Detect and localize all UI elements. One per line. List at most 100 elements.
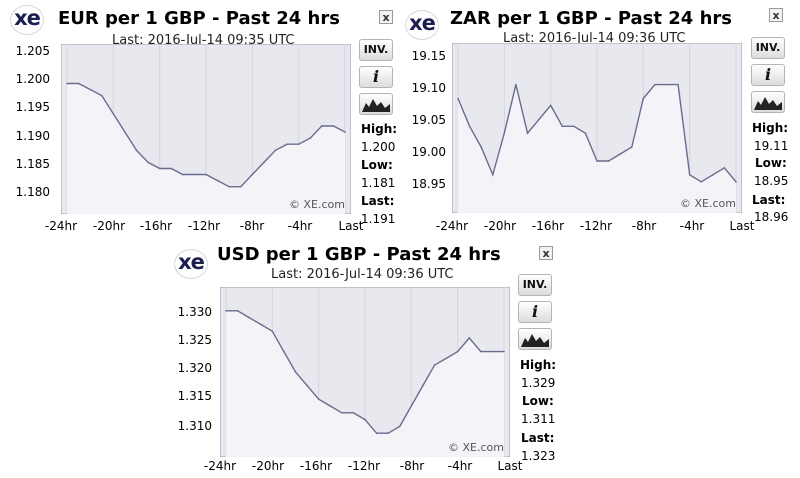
x-tick-label: -8hr	[239, 219, 265, 233]
close-icon[interactable]: x	[379, 10, 393, 24]
close-icon[interactable]: x	[539, 246, 553, 260]
data-point	[205, 173, 207, 176]
data-point	[410, 405, 413, 407]
high-value: 1.329	[521, 376, 556, 390]
exchange-rate-plot[interactable]: © XE.com	[452, 43, 742, 213]
low-value: 18.95	[754, 174, 789, 188]
data-point	[561, 125, 564, 128]
y-tick-label: 19.15	[411, 49, 446, 63]
x-tick-label: -20hr	[251, 459, 285, 473]
data-point	[251, 173, 254, 176]
close-icon[interactable]: x	[769, 8, 783, 22]
x-tick-label: -12hr	[579, 219, 613, 233]
x-tick-label: -16hr	[531, 219, 565, 233]
x-tick-label: Last	[338, 219, 364, 233]
low-label: Low:	[522, 394, 554, 408]
mountain-chart-icon[interactable]	[359, 93, 393, 115]
y-tick-label: 19.05	[411, 113, 446, 127]
data-point	[66, 82, 68, 85]
data-point	[182, 173, 184, 176]
data-point	[112, 113, 115, 115]
data-point	[225, 310, 227, 312]
data-point	[341, 412, 343, 414]
data-point	[236, 310, 239, 312]
data-point	[445, 357, 447, 360]
data-point	[344, 131, 346, 133]
data-point	[216, 179, 219, 182]
data-point	[263, 161, 265, 164]
x-tick-label: -8hr	[399, 459, 425, 473]
inverse-button[interactable]: INV.	[359, 39, 393, 61]
data-point	[526, 132, 529, 135]
data-point	[364, 418, 366, 421]
data-point	[332, 125, 335, 127]
data-point	[630, 146, 633, 148]
x-tick-label: -12hr	[187, 219, 221, 233]
data-point	[549, 104, 552, 107]
data-point	[193, 173, 196, 176]
area-fill	[458, 84, 736, 213]
exchange-rate-plot[interactable]: © XE.com	[61, 44, 351, 214]
last-updated: Last: 2016-Jul-14 09:36 UTC	[503, 31, 686, 46]
data-point	[259, 323, 262, 326]
mountain-chart-icon[interactable]	[751, 91, 785, 113]
data-point	[491, 350, 494, 353]
info-icon[interactable]: i	[518, 301, 552, 323]
x-tick-label: -4hr	[679, 219, 705, 233]
x-tick-label: -24hr	[44, 219, 78, 233]
data-point	[457, 97, 459, 100]
x-tick-label: -20hr	[92, 219, 126, 233]
data-point	[491, 174, 494, 176]
x-tick-label: Last	[729, 219, 755, 233]
data-point	[228, 185, 230, 188]
xe-logo[interactable]: xe	[174, 249, 208, 279]
inverse-button[interactable]: INV.	[751, 37, 785, 59]
low-label: Low:	[755, 156, 787, 170]
data-point	[422, 384, 424, 387]
low-value: 1.181	[361, 176, 396, 190]
x-tick-label: -20hr	[483, 219, 517, 233]
chart-title: ZAR per 1 GBP - Past 24 hrs	[450, 8, 732, 29]
data-point	[688, 174, 691, 176]
data-point	[317, 398, 320, 400]
y-tick-label: 18.95	[411, 177, 446, 191]
xe-logo[interactable]: xe	[405, 10, 439, 40]
last-label: Last:	[752, 193, 786, 207]
y-tick-label: 19.10	[411, 81, 446, 95]
last-label: Last:	[361, 194, 395, 208]
data-point	[77, 82, 80, 85]
data-point	[158, 167, 161, 170]
data-point	[480, 146, 482, 148]
high-label: High:	[520, 358, 557, 372]
high-label: High:	[752, 121, 789, 135]
data-point	[306, 384, 308, 387]
info-icon[interactable]: i	[359, 66, 393, 88]
chart-title: USD per 1 GBP - Past 24 hrs	[217, 244, 501, 265]
exchange-rate-plot[interactable]: © XE.com	[220, 287, 510, 457]
y-tick-label: 1.190	[15, 129, 50, 143]
inverse-button[interactable]: INV.	[518, 274, 552, 296]
data-point	[297, 143, 300, 145]
data-point	[735, 180, 737, 183]
info-icon[interactable]: i	[751, 64, 785, 86]
y-tick-label: 19.00	[411, 145, 446, 159]
xe-logo[interactable]: xe	[10, 5, 44, 35]
data-point	[607, 160, 610, 162]
credit-text: © XE.com	[680, 197, 736, 210]
y-tick-label: 1.180	[15, 185, 50, 199]
credit-text: © XE.com	[448, 441, 504, 454]
x-tick-label: -4hr	[447, 459, 473, 473]
data-point	[456, 350, 459, 353]
data-point	[619, 153, 621, 155]
data-point	[573, 125, 575, 128]
x-tick-label: -16hr	[299, 459, 333, 473]
x-tick-label: Last	[497, 459, 523, 473]
data-point	[352, 412, 355, 414]
low-label: Low:	[361, 158, 393, 172]
data-point	[147, 161, 149, 164]
data-point	[375, 432, 378, 434]
data-point	[468, 337, 471, 339]
x-tick-label: -16hr	[139, 219, 173, 233]
mountain-chart-icon[interactable]	[518, 328, 552, 350]
last-value: 1.323	[521, 449, 556, 463]
